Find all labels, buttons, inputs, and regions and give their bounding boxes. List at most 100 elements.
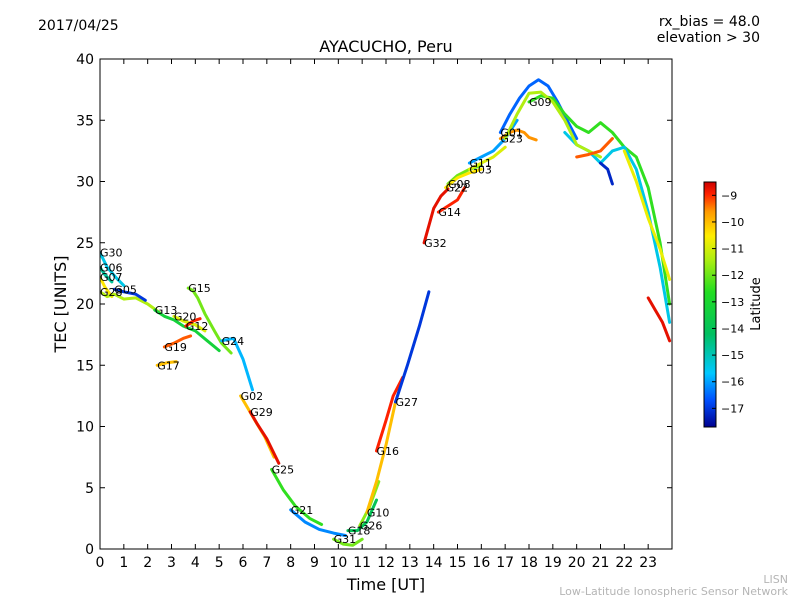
colorbar-tick-label: −14: [721, 322, 744, 335]
series-label-g19: G19: [164, 341, 187, 354]
x-tick-label: 20: [568, 555, 586, 571]
chart-date: 2017/04/25: [38, 18, 119, 34]
x-axis-label: Time [UT]: [346, 575, 425, 594]
series-trace-g24: [220, 336, 254, 392]
series-trace-g13: [153, 308, 221, 353]
series-label-g32: G32: [424, 237, 447, 250]
series-trace-g15: [186, 286, 233, 355]
series-label-g07: G07: [100, 271, 123, 284]
series-label-g02: G02: [241, 390, 264, 403]
series-label-g10: G10: [367, 506, 390, 519]
series-trace-g21: [289, 508, 347, 537]
series-trace-g22: [444, 167, 483, 190]
series-trace-unlabeled-34: [575, 137, 614, 159]
colorbar-tick-label: −16: [721, 376, 744, 389]
colorbar-tick-label: −13: [721, 296, 744, 309]
x-tick-label: 21: [592, 555, 610, 571]
colorbar-tick-label: −11: [721, 243, 744, 256]
x-tick-label: 1: [119, 555, 128, 571]
credit-line-2: Low-Latitude Ionospheric Sensor Network: [559, 585, 788, 598]
series-label-g09: G09: [529, 96, 552, 109]
x-tick-label: 16: [472, 555, 490, 571]
series-label-g29: G29: [250, 406, 273, 419]
colorbar-label: Latitude: [749, 277, 764, 331]
y-axis-label: TEC [UNITS]: [51, 256, 70, 354]
series-trace-unlabeled-36: [646, 296, 672, 343]
x-tick-label: 17: [496, 555, 514, 571]
series-trace-g18: [346, 498, 378, 533]
latitude-colorbar: −9 −10 −11 −12 −13 −14 −15 −16 −17 Latitude: [703, 181, 764, 428]
colorbar-gradient: [703, 181, 717, 428]
series-trace-unlabeled-35: [599, 161, 614, 186]
x-tick-label: 8: [286, 555, 295, 571]
series-trace-g32: [422, 187, 450, 245]
series-label-g18: G18: [348, 525, 371, 538]
series-trace-g28: [100, 290, 162, 315]
series-trace-g30: [100, 251, 126, 288]
series-label-g23: G23: [500, 133, 523, 146]
series-trace-g14: [436, 186, 467, 214]
series-label-g12: G12: [186, 320, 209, 333]
series-label-g22: G22: [446, 182, 469, 195]
series-trace-g05: [112, 287, 147, 302]
series-trace-unlabeled-32: [503, 90, 602, 159]
series-trace-g29: [248, 410, 281, 465]
y-tick-label: 15: [76, 358, 94, 374]
series-label-g21: G21: [291, 504, 314, 517]
x-tick-label: 12: [377, 555, 395, 571]
x-tick-label: 19: [544, 555, 562, 571]
colorbar-tick-label: −17: [721, 402, 744, 415]
series-trace-g31: [332, 537, 364, 547]
series-trace-g16: [375, 376, 405, 453]
chart-title: AYACUCHO, Peru: [319, 37, 452, 56]
x-tick-label: 2: [143, 555, 152, 571]
credit-line-1: LISN: [763, 573, 788, 586]
series-trace-g10: [365, 400, 397, 514]
series-label-g06: G06: [100, 261, 123, 274]
y-tick-label: 35: [76, 113, 94, 129]
series-label-g14: G14: [438, 206, 461, 219]
series-trace-g12: [184, 317, 202, 328]
x-tick-label: 11: [353, 555, 371, 571]
series-label-g30: G30: [100, 247, 123, 260]
x-tick-label: 14: [425, 555, 443, 571]
series-trace-g09: [527, 94, 672, 306]
x-tick-label: 23: [639, 555, 657, 571]
x-tick-label: 22: [615, 555, 633, 571]
series-label-g13: G13: [155, 304, 178, 317]
colorbar-tick-label: −10: [721, 216, 744, 229]
series-trace-unlabeled-31: [563, 131, 672, 324]
series-label-g16: G16: [377, 445, 400, 458]
x-tick-label: 6: [239, 555, 248, 571]
colorbar-tick-label: −15: [721, 349, 744, 362]
colorbar-tick-label: −12: [721, 269, 744, 282]
y-tick-label: 0: [85, 542, 94, 558]
y-tick-label: 20: [76, 297, 94, 313]
x-tick-label: 4: [191, 555, 200, 571]
y-tick-label: 30: [76, 175, 94, 191]
colorbar-tick-label: −9: [721, 189, 737, 202]
y-tick-label: 40: [76, 52, 94, 68]
series-trace-g06: [100, 265, 114, 284]
series-trace-g19: [162, 334, 193, 349]
series-label-g17: G17: [157, 359, 180, 372]
series-label-g25: G25: [272, 463, 295, 476]
x-tick-label: 3: [167, 555, 176, 571]
series-label-g31: G31: [334, 533, 357, 546]
series-trace-g27: [394, 290, 431, 404]
series-label-g20: G20: [174, 310, 197, 323]
series-label-g05: G05: [114, 283, 137, 296]
series-label-g28: G28: [100, 286, 123, 299]
x-tick-label: 13: [401, 555, 419, 571]
receiver-info: rx_bias = 48.0 elevation > 30: [657, 14, 760, 46]
series-trace-unlabeled-33: [622, 149, 672, 281]
series-label-g11: G11: [469, 157, 492, 170]
series-trace-g07: [100, 275, 114, 299]
y-tick-label: 25: [76, 236, 94, 252]
x-tick-label: 9: [310, 555, 319, 571]
x-tick-label: 15: [449, 555, 467, 571]
series-label-g03: G03: [469, 163, 492, 176]
x-tick-label: 5: [215, 555, 224, 571]
elevation-label: elevation > 30: [656, 30, 760, 46]
